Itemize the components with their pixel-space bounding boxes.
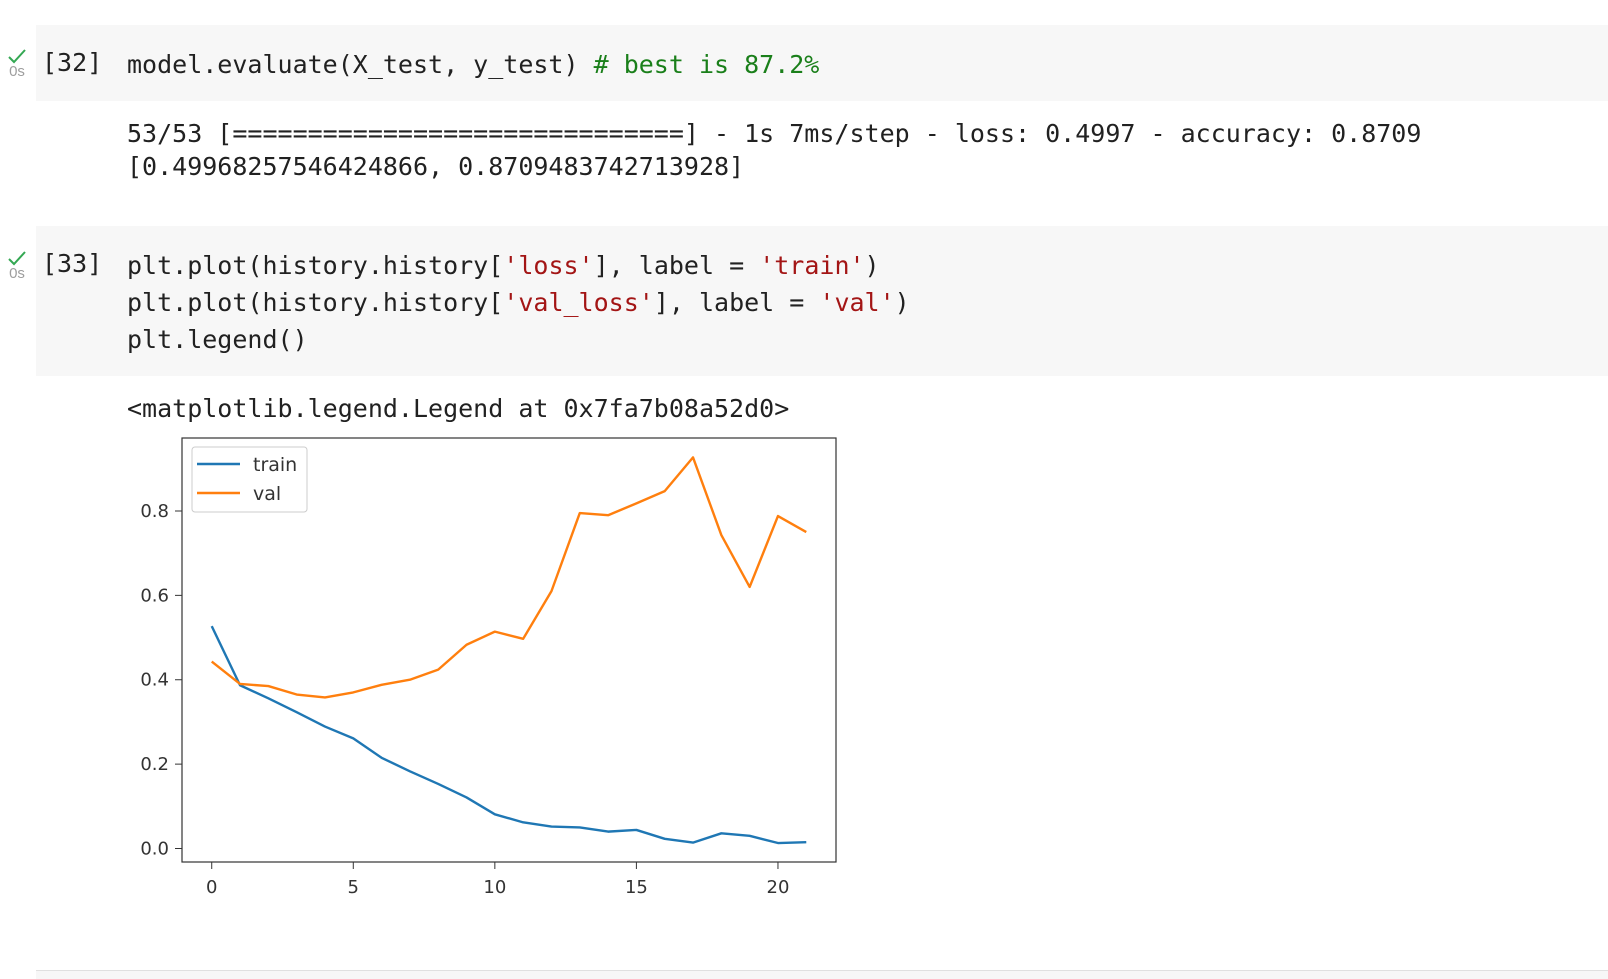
code-token: plt.plot(history.history[ [127,251,504,280]
code-comment: # best is 87.2% [593,50,820,79]
series-line-val [210,456,807,699]
output-line: 53/53 [==============================] -… [127,119,1422,148]
cell-output: <matplotlib.legend.Legend at 0x7fa7b08a5… [127,392,789,425]
check-icon [8,49,26,64]
exec-count: [32] [42,48,103,77]
code-token: model.evaluate(X_test, y_test) [127,50,594,79]
next-cell-edge [36,970,1608,979]
string-literal: 'loss' [503,251,594,280]
code-token: ) [894,288,910,317]
exec-count: [33] [42,249,103,278]
check-icon [8,251,26,266]
code-line: plt.plot(history.history['loss'], label … [127,247,910,284]
x-tick-label: 5 [348,877,359,898]
code-token: plt.plot(history.history[ [127,288,504,317]
code-editor[interactable]: model.evaluate(X_test, y_test) # best is… [127,46,819,83]
exec-time: 0s [9,265,25,282]
legend-label: train [253,454,297,476]
y-tick-label: 0.0 [140,838,169,859]
y-tick-label: 0.6 [140,585,169,606]
string-literal: 'val' [819,288,895,317]
code-line: plt.legend() [127,321,910,358]
code-editor[interactable]: plt.plot(history.history['loss'], label … [127,247,910,358]
string-literal: 'val_loss' [503,288,654,317]
code-cell-33-input[interactable] [36,226,1608,376]
y-tick-label: 0.2 [140,754,169,775]
string-literal: 'train' [759,251,865,280]
x-tick-label: 10 [483,877,506,898]
cell-output: 53/53 [==============================] -… [127,117,1421,183]
legend-label: val [253,483,281,505]
x-tick-label: 15 [625,877,648,898]
code-token: ], label = [653,288,820,317]
code-token: ) [864,251,880,280]
code-token: plt.legend() [127,325,308,354]
code-token: ], label = [593,251,760,280]
output-line: [0.49968257546424866, 0.8709483742713928… [127,152,745,181]
y-tick-label: 0.8 [140,501,169,522]
code-line: plt.plot(history.history['val_loss'], la… [127,284,910,321]
exec-time: 0s [9,63,25,80]
code-cell-32-input[interactable] [36,25,1608,101]
output-line: <matplotlib.legend.Legend at 0x7fa7b08a5… [127,394,790,423]
cell-33-status: 0s [0,250,34,282]
code-line: model.evaluate(X_test, y_test) # best is… [127,46,819,83]
x-tick-label: 20 [767,877,790,898]
loss-chart: 0 5 10 15 20 0.0 0.2 0.4 0.6 0.8 train val [140,437,837,898]
x-tick-label: 0 [206,877,217,898]
cell-32-status: 0s [0,48,34,80]
series-line-train [210,625,807,845]
y-tick-label: 0.4 [140,670,169,691]
